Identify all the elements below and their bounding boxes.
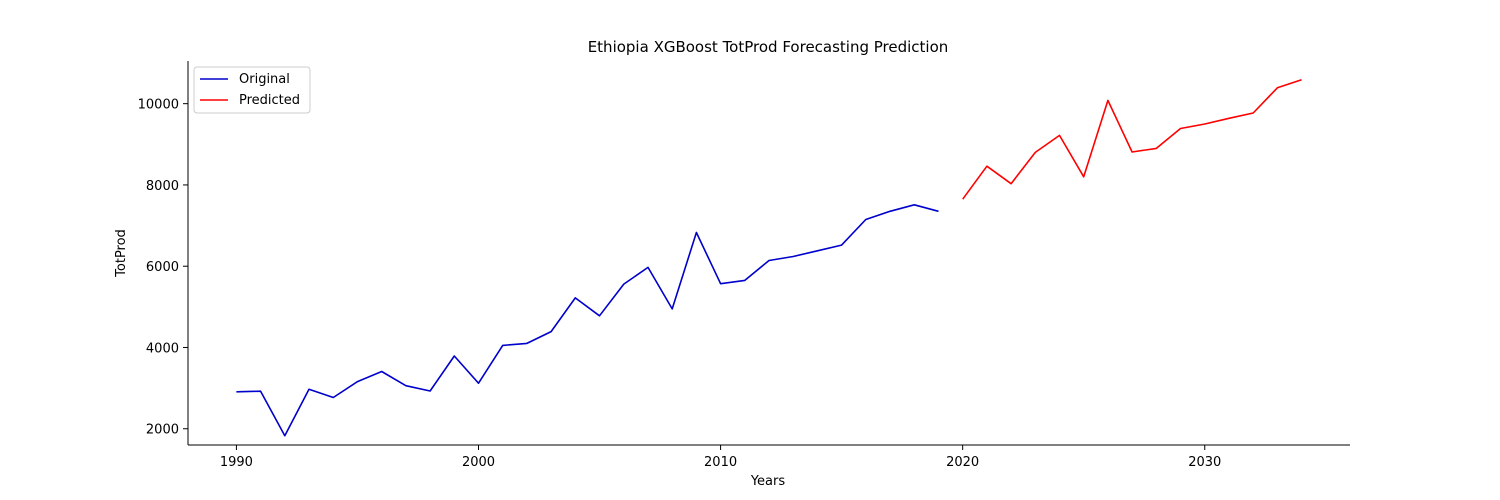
y-tick-label: 4000	[146, 341, 179, 356]
series-line-predicted	[962, 78, 1302, 200]
series-line-original	[236, 204, 939, 437]
y-ticks: 2000 4000 6000 8000 10000	[138, 98, 188, 438]
legend-label-predicted: Predicted	[239, 93, 300, 108]
axes	[187, 61, 1350, 446]
y-tick-label: 6000	[146, 260, 179, 275]
x-ticks: 1990 2000 2010 2020 2030	[220, 445, 1221, 470]
x-tick-label: 1990	[220, 455, 253, 470]
legend-label-original: Original	[239, 72, 290, 87]
y-tick-label: 10000	[138, 98, 179, 113]
x-tick-label: 2030	[1188, 455, 1221, 470]
legend: Original Predicted	[193, 66, 311, 114]
x-tick-label: 2000	[462, 455, 495, 470]
x-tick-label: 2010	[704, 455, 737, 470]
y-axis-label: TotProd	[114, 229, 129, 278]
y-tick-label: 8000	[146, 179, 179, 194]
series-layer	[236, 78, 1302, 437]
x-axis-label: Years	[750, 474, 786, 489]
x-tick-label: 2020	[946, 455, 979, 470]
chart-title: Ethiopia XGBoost TotProd Forecasting Pre…	[588, 38, 949, 56]
y-tick-label: 2000	[146, 423, 179, 438]
